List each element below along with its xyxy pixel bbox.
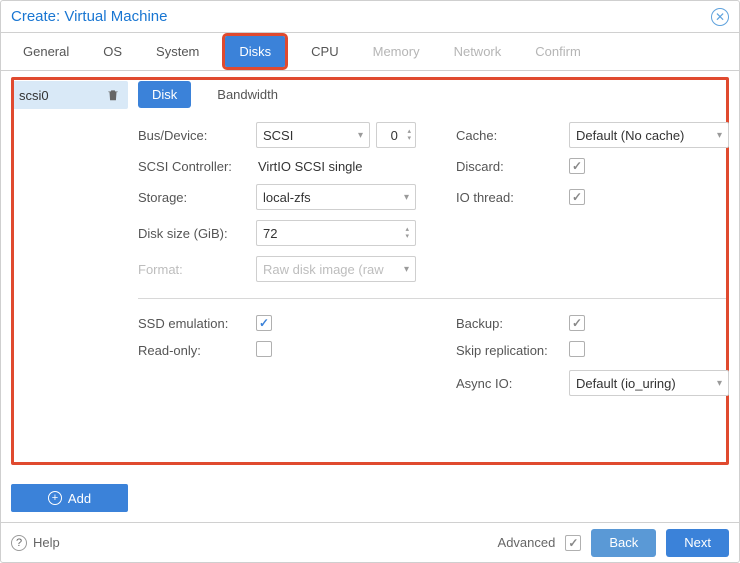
discard-label: Discard: xyxy=(456,159,561,174)
bus-index-spinner[interactable]: 0 ▴▾ xyxy=(376,122,416,148)
wizard-tabbar: General OS System Disks CPU Memory Netwo… xyxy=(1,33,739,71)
bus-select[interactable]: SCSI ▾ xyxy=(256,122,370,148)
footer: ? Help Advanced Back Next xyxy=(1,522,739,562)
asyncio-value: Default (io_uring) xyxy=(576,376,717,391)
readonly-checkbox[interactable] xyxy=(256,341,272,357)
tab-disks[interactable]: Disks xyxy=(225,36,285,67)
tab-network: Network xyxy=(446,36,510,67)
tab-confirm: Confirm xyxy=(527,36,589,67)
skiprepl-label: Skip replication: xyxy=(456,343,561,358)
ssd-label: SSD emulation: xyxy=(138,316,248,331)
trash-icon[interactable] xyxy=(106,88,120,102)
skiprepl-checkbox[interactable] xyxy=(569,341,585,357)
scsi-controller-value: VirtIO SCSI single xyxy=(256,159,416,174)
plus-icon: + xyxy=(48,491,62,505)
storage-label: Storage: xyxy=(138,190,248,205)
advanced-checkbox[interactable] xyxy=(565,535,581,551)
tab-os[interactable]: OS xyxy=(95,36,130,67)
cache-label: Cache: xyxy=(456,128,561,143)
wizard-body: scsi0 + Add Disk Bandwidth Bus/Device: S… xyxy=(1,71,739,522)
bus-index-value: 0 xyxy=(381,128,407,143)
add-button-label: Add xyxy=(68,491,91,506)
storage-select[interactable]: local-zfs ▾ xyxy=(256,184,416,210)
asyncio-label: Async IO: xyxy=(456,376,561,391)
spinner-arrows-icon: ▴▾ xyxy=(405,226,409,240)
sidebar-item-scsi0[interactable]: scsi0 xyxy=(11,81,128,109)
titlebar: Create: Virtual Machine ✕ xyxy=(1,1,739,33)
divider xyxy=(138,298,729,299)
subtabs: Disk Bandwidth xyxy=(138,81,729,108)
chevron-down-icon: ▾ xyxy=(404,264,409,275)
ssd-checkbox[interactable] xyxy=(256,315,272,331)
cache-value: Default (No cache) xyxy=(576,128,717,143)
disk-size-label: Disk size (GiB): xyxy=(138,226,248,241)
disk-form: Disk Bandwidth Bus/Device: SCSI ▾ 0 ▴▾ C… xyxy=(138,81,729,522)
advanced-label: Advanced xyxy=(498,535,556,550)
subtab-bandwidth[interactable]: Bandwidth xyxy=(203,81,292,108)
chevron-down-icon: ▾ xyxy=(717,130,722,141)
chevron-down-icon: ▾ xyxy=(404,192,409,203)
disk-size-input[interactable]: 72 ▴▾ xyxy=(256,220,416,246)
format-select: Raw disk image (raw ▾ xyxy=(256,256,416,282)
back-button[interactable]: Back xyxy=(591,529,656,557)
add-disk-button[interactable]: + Add xyxy=(11,484,128,512)
bus-device-label: Bus/Device: xyxy=(138,128,248,143)
backup-label: Backup: xyxy=(456,316,561,331)
disk-size-value: 72 xyxy=(263,226,405,241)
help-icon: ? xyxy=(11,535,27,551)
chevron-down-icon: ▾ xyxy=(358,130,363,141)
tab-memory: Memory xyxy=(365,36,428,67)
sidebar-item-label: scsi0 xyxy=(19,88,49,103)
help-button[interactable]: ? Help xyxy=(11,535,60,551)
backup-checkbox[interactable] xyxy=(569,315,585,331)
scsi-controller-label: SCSI Controller: xyxy=(138,159,248,174)
format-value: Raw disk image (raw xyxy=(263,262,404,277)
form-grid: Bus/Device: SCSI ▾ 0 ▴▾ Cache: Default (… xyxy=(138,122,729,396)
storage-value: local-zfs xyxy=(263,190,404,205)
subtab-disk[interactable]: Disk xyxy=(138,81,191,108)
format-label: Format: xyxy=(138,262,248,277)
cache-select[interactable]: Default (No cache) ▾ xyxy=(569,122,729,148)
tab-system[interactable]: System xyxy=(148,36,207,67)
create-vm-window: Create: Virtual Machine ✕ General OS Sys… xyxy=(0,0,740,563)
asyncio-select[interactable]: Default (io_uring) ▾ xyxy=(569,370,729,396)
spinner-arrows-icon: ▴▾ xyxy=(407,128,411,142)
help-label: Help xyxy=(33,535,60,550)
io-thread-label: IO thread: xyxy=(456,190,561,205)
readonly-label: Read-only: xyxy=(138,343,248,358)
discard-checkbox[interactable] xyxy=(569,158,585,174)
chevron-down-icon: ▾ xyxy=(717,378,722,389)
disk-sidebar: scsi0 + Add xyxy=(11,81,128,522)
bus-value: SCSI xyxy=(263,128,358,143)
tab-general[interactable]: General xyxy=(15,36,77,67)
close-icon[interactable]: ✕ xyxy=(711,8,729,26)
tab-cpu[interactable]: CPU xyxy=(303,36,346,67)
next-button[interactable]: Next xyxy=(666,529,729,557)
io-thread-checkbox[interactable] xyxy=(569,189,585,205)
window-title: Create: Virtual Machine xyxy=(11,8,167,25)
